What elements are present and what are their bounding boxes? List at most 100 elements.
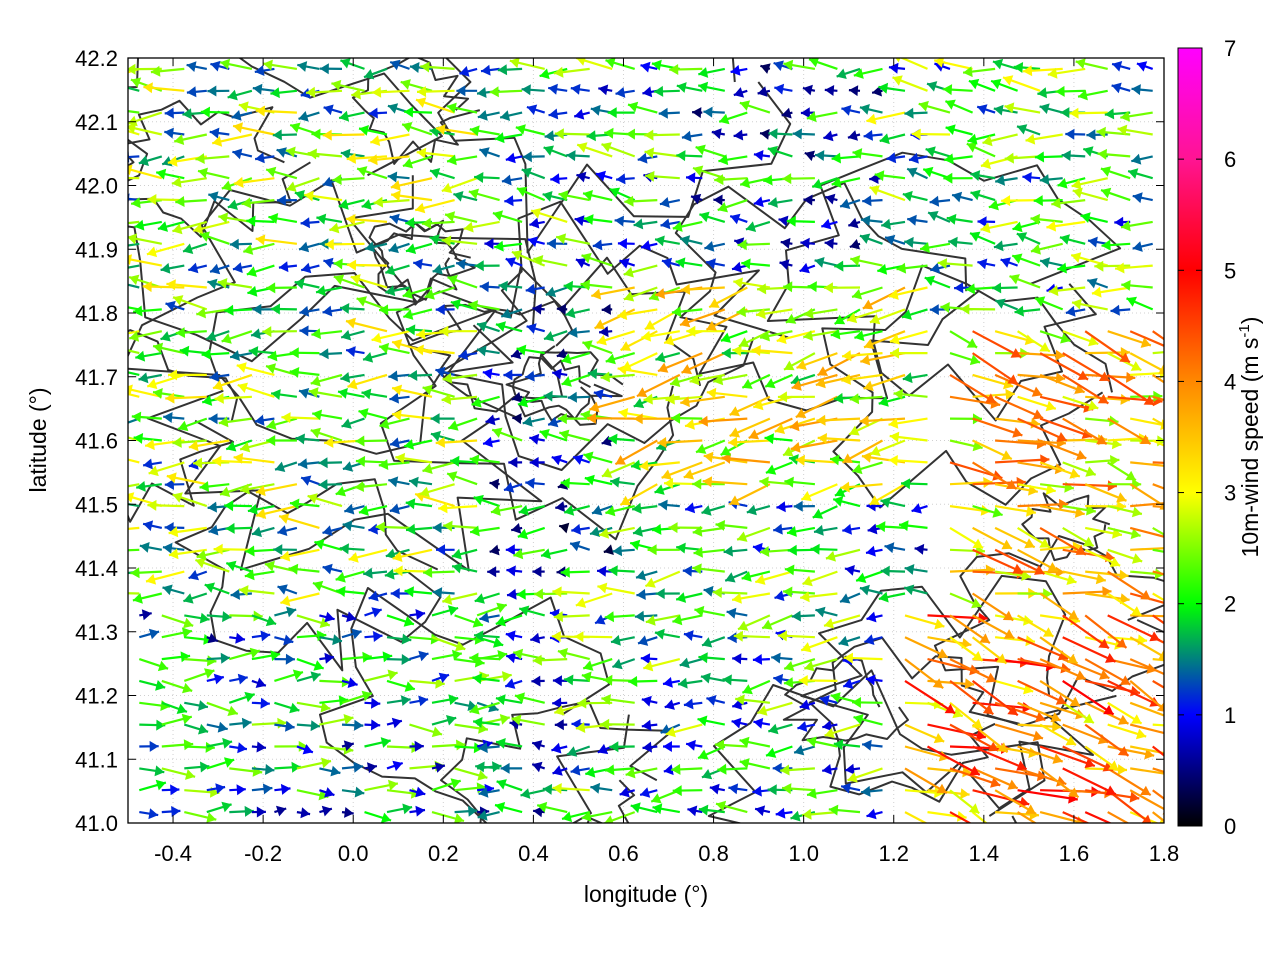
wind-arrow-head xyxy=(324,652,334,664)
wind-arrow-head xyxy=(501,671,512,682)
wind-arrow-head xyxy=(706,695,717,706)
wind-arrow-head xyxy=(300,807,311,819)
wind-arrow-head xyxy=(904,236,914,248)
wind-arrow-head xyxy=(224,757,235,768)
wind-arrow-head xyxy=(246,215,256,227)
wind-arrow-head xyxy=(597,743,609,755)
wind-arrow-head xyxy=(1166,671,1177,681)
wind-arrow-head xyxy=(285,146,296,158)
wind-arrow-head xyxy=(301,475,312,486)
wind-arrow-head xyxy=(841,782,852,794)
wind-arrow-head xyxy=(494,132,505,144)
wind-arrow-head xyxy=(560,477,570,489)
wind-arrow-head xyxy=(693,546,703,558)
wind-arrow-shaft xyxy=(1130,767,1164,775)
wind-arrow-head xyxy=(409,476,419,488)
wind-arrow-head xyxy=(435,677,445,689)
wind-arrow-head xyxy=(212,136,223,147)
wind-arrow-head xyxy=(1119,352,1130,363)
wind-arrow-head xyxy=(1087,278,1098,289)
wind-arrow-head xyxy=(254,414,265,426)
wind-arrow-head xyxy=(783,59,794,71)
wind-arrow-head xyxy=(817,433,827,444)
wind-arrow-head xyxy=(477,110,488,121)
wind-arrow-shaft xyxy=(1129,330,1164,347)
wind-arrow-head xyxy=(299,388,310,399)
wind-arrow-head xyxy=(954,282,964,294)
wind-arrow-shaft xyxy=(128,436,140,442)
wind-arrow-head xyxy=(495,802,506,813)
wind-arrow-head xyxy=(1126,371,1136,383)
wind-arrow-head xyxy=(513,648,524,660)
wind-arrow-shaft xyxy=(1129,701,1164,717)
wind-arrow-head xyxy=(800,237,810,249)
wind-arrow-head xyxy=(340,148,351,160)
wind-arrow-head xyxy=(210,60,221,72)
wind-arrow-head xyxy=(997,742,1008,753)
wind-arrow-head xyxy=(1065,735,1076,746)
wind-arrow-head xyxy=(870,445,881,457)
wind-arrow-head xyxy=(346,611,357,623)
wind-arrow-head xyxy=(204,582,215,593)
wind-arrow-shaft xyxy=(128,371,140,376)
wind-arrow-head xyxy=(732,345,742,357)
wind-arrow-head xyxy=(885,234,896,246)
wind-arrow-head xyxy=(221,801,232,813)
wind-arrow-head xyxy=(368,523,378,535)
wind-arrow-head xyxy=(443,520,453,532)
wind-arrow-head xyxy=(402,288,413,299)
wind-arrow-head xyxy=(1039,174,1050,185)
wind-arrow-head xyxy=(703,585,714,597)
wind-arrow-shaft xyxy=(1152,679,1164,689)
wind-arrow-head xyxy=(781,107,792,119)
contour-line xyxy=(933,535,1164,727)
wind-arrow-head xyxy=(270,303,280,315)
wind-arrow-head xyxy=(497,64,508,76)
wind-arrow-head xyxy=(570,764,581,776)
wind-arrow-head xyxy=(351,88,361,100)
wind-arrow-head xyxy=(489,544,500,556)
wind-arrow-head xyxy=(289,498,300,510)
wind-arrow-head xyxy=(276,194,286,206)
wind-arrow-head xyxy=(392,384,403,396)
wind-arrow-head xyxy=(196,307,206,319)
wind-arrow-head xyxy=(329,222,340,234)
wind-arrow-head xyxy=(1055,566,1065,578)
wind-arrow-head xyxy=(570,540,581,552)
wind-arrow-head xyxy=(207,501,217,513)
wind-arrow-head xyxy=(188,440,199,452)
wind-arrow-head xyxy=(101,72,111,83)
wind-arrow-head xyxy=(489,478,500,490)
wind-arrow-head xyxy=(819,695,830,706)
wind-arrow-head xyxy=(585,766,596,778)
wind-arrow-head xyxy=(787,526,797,537)
wind-arrow-head xyxy=(400,695,411,706)
wind-arrow-head xyxy=(740,177,751,189)
wind-arrow-head xyxy=(344,503,355,515)
wind-arrow-head xyxy=(1065,128,1075,140)
wind-arrow-head xyxy=(1005,388,1015,400)
wind-arrow-head xyxy=(774,590,785,602)
wind-arrow-head xyxy=(665,726,676,738)
wind-arrow-head xyxy=(1007,374,1018,384)
wind-arrow-head xyxy=(473,717,483,728)
wind-arrow-head xyxy=(822,764,832,775)
y-tick-label: 41.8 xyxy=(75,301,118,326)
colorbar-tick-label: 5 xyxy=(1224,258,1236,283)
wind-arrow-head xyxy=(531,675,541,687)
wind-arrow-head xyxy=(739,736,750,748)
wind-arrow-head xyxy=(598,84,609,96)
wind-arrow-head xyxy=(219,486,231,497)
wind-arrow-head xyxy=(869,495,881,505)
wind-arrow-shaft xyxy=(128,502,140,508)
wind-arrow-head xyxy=(1129,791,1140,803)
wind-arrow-head xyxy=(276,147,287,158)
wind-arrow-head xyxy=(636,570,647,581)
wind-arrow-head xyxy=(442,372,453,384)
wind-arrow-head xyxy=(658,362,669,373)
wind-arrow-head xyxy=(176,703,187,714)
wind-arrow-head xyxy=(267,350,278,362)
wind-arrow-head xyxy=(590,782,601,794)
wind-arrow-head xyxy=(1052,721,1062,733)
wind-arrow-head xyxy=(128,233,138,245)
